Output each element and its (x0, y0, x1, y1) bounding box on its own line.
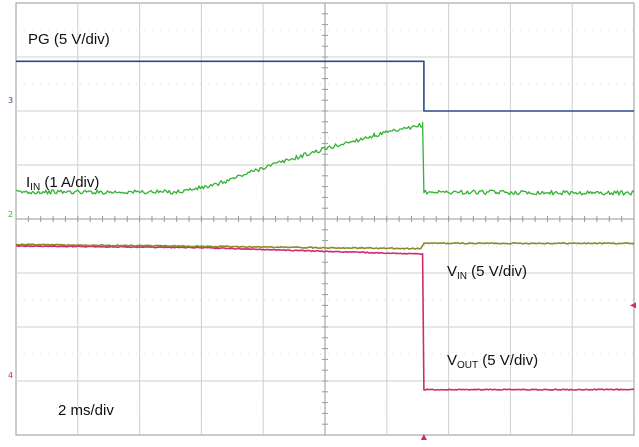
timebase-label: 2 ms/div (58, 402, 114, 419)
trace-vin (15, 242, 635, 250)
channel-marker-iin: 2 (8, 210, 14, 219)
trigger-position-marker (420, 434, 427, 440)
channel-marker-vout: 4 (8, 371, 14, 380)
trace-vout (15, 244, 635, 391)
channel-marker-pg: 3 (8, 96, 14, 105)
trace-iin (15, 121, 635, 196)
trigger-level-marker (630, 302, 636, 309)
trace-pg (16, 60, 634, 112)
channel-label-vout: VOUT (5 V/div) (447, 352, 539, 371)
channel-label-iin: IIN (1 A/div) (26, 174, 100, 193)
channel-label-vin: VIN (5 V/div) (447, 263, 528, 282)
channel-label-pg: PG (5 V/div) (28, 31, 110, 48)
